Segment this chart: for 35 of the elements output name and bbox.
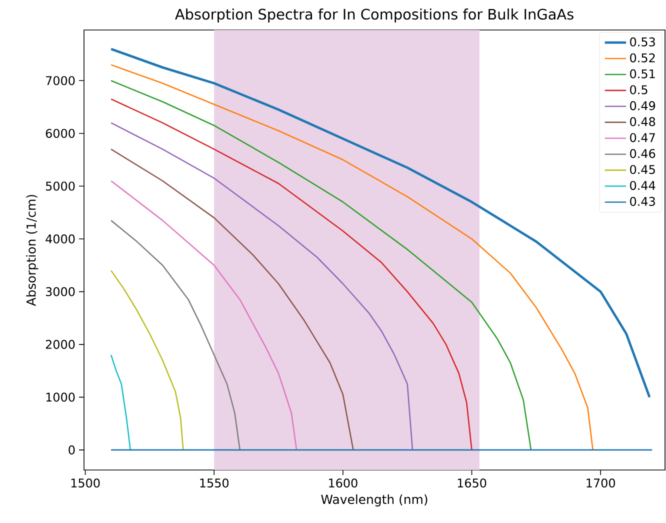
legend-label: 0.52 [630,53,655,62]
y-tick-label: 6000 [46,128,75,138]
line-series [110,64,594,451]
y-tick-label: 3000 [46,287,75,296]
x-tick-label: 1700 [586,478,616,488]
y-tick-label: 5000 [46,182,75,191]
legend-label: 0.46 [630,149,656,158]
y-tick-label: 4000 [46,234,75,244]
legend-label: 0.49 [630,101,656,110]
legend-label: 0.44 [630,180,656,190]
legend-label: 0.51 [630,69,655,78]
line-series [110,148,354,451]
y-tick-label: 0 [68,445,75,454]
y-tick-label: 1000 [46,392,75,402]
line-series [110,354,132,451]
chart-title: Absorption Spectra for In Compositions for Bulk InGaAs [175,8,574,22]
line-series [110,122,414,451]
x-tick-label: 1650 [458,478,486,488]
y-tick-label: 2000 [46,340,75,349]
legend-label: 0.47 [630,133,655,142]
x-axis-title: Wavelength (nm) [321,494,428,506]
y-tick-label: 7000 [46,76,75,86]
line-series [110,80,532,451]
legend-label: 0.43 [630,196,655,206]
legend-label: 0.45 [630,164,655,174]
y-axis-title: Absorption (1/cm) [26,194,38,306]
legend-label: 0.5 [630,85,648,94]
line-series [110,180,298,451]
line-series [110,98,472,451]
line-series [110,270,184,451]
x-tick-label: 1500 [71,478,100,488]
legend-label: 0.53 [630,37,655,46]
x-tick-label: 1600 [329,478,358,488]
legend-label: 0.48 [630,117,656,126]
x-tick-label: 1550 [200,478,229,488]
